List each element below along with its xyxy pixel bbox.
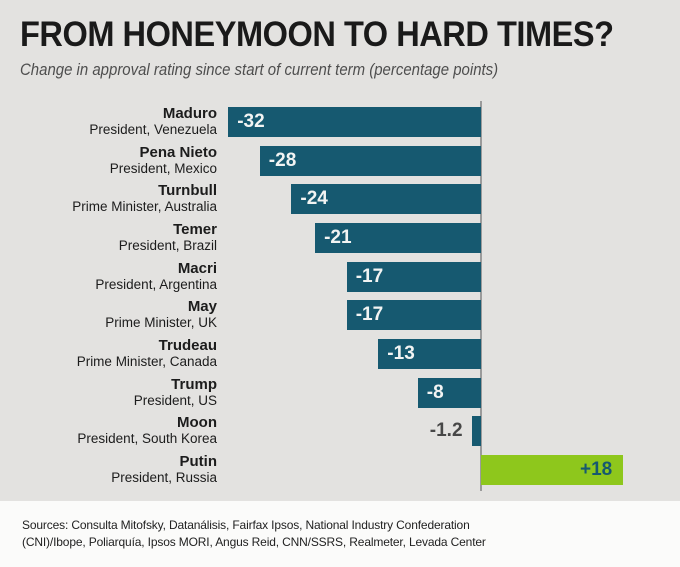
leader-name: Moon [177,414,217,432]
category-label: Turnbull Prime Minister, Australia [0,182,217,215]
negative-bar [315,222,481,253]
leader-role: President, Brazil [118,237,217,253]
leader-role: President, Argentina [95,276,217,292]
category-label: Macri President, Argentina [0,259,217,292]
category-label: Maduro President, Venezuela [0,105,217,138]
leader-name: Trudeau [158,336,217,354]
leader-name: Putin [179,452,218,470]
sources-text: Sources: Consulta Mitofsky, Datanálisis,… [22,517,486,551]
leader-role: Prime Minister, Canada [76,353,217,369]
chart-row: Trump President, US -8 [0,375,680,408]
bar-value-label: -17 [355,265,384,287]
leader-name: Turnbull [158,182,217,200]
leader-role: President, Mexico [109,160,217,176]
leader-name: Trump [171,375,217,393]
negative-bar [378,338,481,369]
zero-baseline-axis [480,101,482,491]
chart-row: Turnbull Prime Minister, Australia -24 [0,182,680,215]
negative-bar [291,184,481,215]
chart-row: Putin President, Russia +18 [0,452,680,485]
bar-value-label: -17 [355,304,384,326]
page-title: FROM HONEYMOON TO HARD TIMES? [20,15,614,54]
positive-bar [481,454,624,485]
bar-value-label: -28 [268,149,297,171]
category-label: Putin President, Russia [0,452,218,485]
leader-role: Prime Minister, Australia [72,199,217,215]
bar-value-label: -1.2 [429,420,463,442]
bar-value-label: -21 [324,226,352,248]
page-subtitle: Change in approval rating since start of… [20,60,499,79]
sources-line-2: (CNI)/Ibope, Poliarquía, Ipsos MORI, Ang… [22,535,486,549]
leader-role: President, Russia [111,469,217,485]
leader-name: Maduro [162,105,217,122]
leader-role: Prime Minister, UK [105,315,217,331]
negative-bar [228,107,481,137]
footer-bar: Sources: Consulta Mitofsky, Datanálisis,… [0,501,680,567]
leader-name: Pena Nieto [139,143,217,161]
bar-value-label: -13 [387,342,415,364]
negative-bar [346,300,481,331]
category-label: Moon President, South Korea [0,414,217,447]
category-label: Trump President, US [0,375,217,408]
chart-row: Macri President, Argentina -17 [0,259,680,292]
chart-row: Temer President, Brazil -21 [0,220,680,253]
sources-line-1: Sources: Consulta Mitofsky, Datanálisis,… [22,518,470,532]
negative-bar [259,145,481,176]
category-label: Pena Nieto President, Mexico [0,143,217,176]
leader-role: President, Venezuela [89,122,217,137]
bar-value-label: -24 [300,188,328,210]
leader-name: Macri [177,259,217,277]
bar-value-label: -32 [237,111,265,132]
chart-row: May Prime Minister, UK -17 [0,298,680,331]
leader-name: May [187,298,217,316]
negative-bar [471,416,481,447]
chart-row: Maduro President, Venezuela -32 [0,105,680,138]
bar-value-label: +18 [579,458,613,480]
bar-value-label: -8 [426,381,444,403]
category-label: May Prime Minister, UK [0,298,217,331]
chart-row: Moon President, South Korea -1.2 [0,414,680,447]
chart-row: Pena Nieto President, Mexico -28 [0,143,680,176]
chart-row: Trudeau Prime Minister, Canada -13 [0,336,680,369]
category-label: Temer President, Brazil [0,220,217,253]
category-label: Trudeau Prime Minister, Canada [0,336,217,369]
bar-chart: Maduro President, Venezuela -32 Pena Nieto P… [0,101,680,494]
negative-bar [417,377,481,408]
leader-name: Temer [173,220,217,238]
leader-role: President, US [133,392,217,408]
leader-role: President, South Korea [77,431,217,447]
negative-bar [346,261,481,292]
